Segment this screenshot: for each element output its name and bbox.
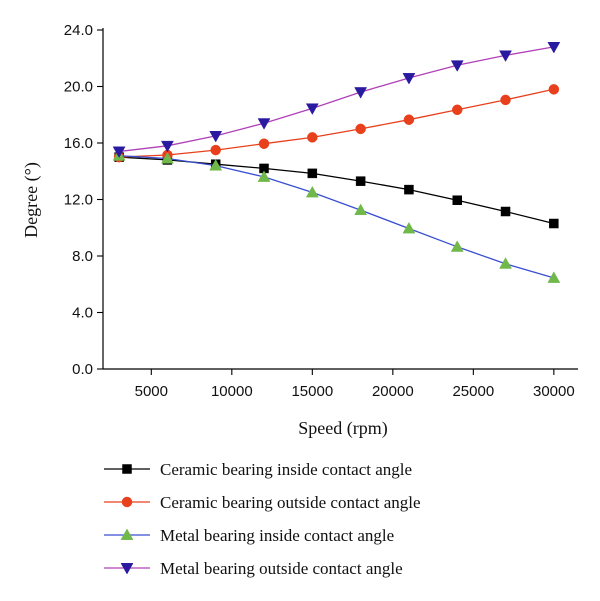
data-point (305, 185, 319, 198)
y-tick-label: 4.0 (72, 305, 93, 322)
data-point (403, 114, 415, 125)
data-point (548, 84, 560, 95)
legend-label: Metal bearing outside contact angle (160, 559, 403, 578)
legend-marker (121, 496, 133, 508)
y-tick-label: 24.0 (64, 22, 93, 39)
series-line (119, 156, 554, 225)
x-tick-label: 5000 (135, 383, 168, 400)
data-point (402, 221, 416, 234)
data-point (452, 195, 462, 205)
data-point (500, 206, 511, 217)
legend-item-1: Ceramic bearing inside contact angle (104, 460, 412, 479)
data-point (305, 103, 319, 115)
data-point (547, 271, 561, 283)
x-tick-label: 30000 (533, 383, 575, 400)
data-point (257, 170, 271, 182)
series-line (119, 46, 554, 153)
legend-item-3: Metal bearing inside contact angle (104, 526, 394, 545)
data-point (402, 73, 416, 85)
y-tick-label: 16.0 (64, 135, 93, 152)
series-line (119, 88, 554, 158)
data-point (209, 159, 223, 171)
y-tick-label: 20.0 (64, 79, 93, 96)
plot-area: 0.0 4.0 8.0 12.0 16.0 20.0 24.0 5000 10000 15000 2… (64, 22, 578, 400)
legend-marker (122, 464, 132, 474)
data-point (354, 203, 368, 216)
data-point (354, 87, 368, 99)
legend-label: Ceramic bearing outside contact angle (160, 493, 421, 512)
data-point (450, 240, 464, 252)
data-point (257, 118, 271, 130)
legend-marker (120, 528, 134, 540)
legend-marker (120, 563, 134, 575)
legend-label: Ceramic bearing inside contact angle (160, 460, 412, 479)
y-axis-title: Degree (°) (21, 162, 42, 238)
data-point (355, 123, 366, 135)
data-point (209, 130, 223, 143)
legend: Ceramic bearing inside contact angle Cera… (104, 460, 421, 578)
data-point (451, 104, 463, 116)
x-tick-label: 15000 (291, 383, 333, 400)
data-point (355, 176, 366, 186)
legend-item-4: Metal bearing outside contact angle (104, 559, 403, 578)
data-point (307, 132, 318, 143)
y-tick-label: 8.0 (72, 248, 93, 265)
series-3 (112, 149, 561, 283)
series-line (119, 155, 554, 279)
x-tick-label: 20000 (372, 383, 414, 400)
x-tick-label: 10000 (211, 383, 253, 400)
data-point (450, 60, 464, 72)
data-point (499, 257, 512, 269)
data-point (258, 138, 270, 149)
data-point (112, 146, 126, 158)
series-1 (114, 152, 559, 229)
data-point (499, 50, 512, 62)
data-point (160, 152, 174, 164)
series-2 (113, 84, 560, 163)
data-point (549, 218, 559, 229)
data-point (160, 140, 174, 153)
data-point (404, 184, 414, 195)
legend-item-2: Ceramic bearing outside contact angle (104, 493, 421, 512)
legend-label: Metal bearing inside contact angle (160, 526, 394, 545)
data-point (500, 94, 511, 106)
x-tick-label: 25000 (452, 383, 494, 400)
series-4 (112, 42, 561, 158)
data-point (307, 168, 318, 179)
data-point (547, 42, 561, 54)
data-point (210, 144, 221, 156)
y-tick-label: 12.0 (64, 192, 93, 209)
y-tick-label: 0.0 (72, 361, 93, 378)
x-axis-title: Speed (rpm) (298, 418, 387, 439)
